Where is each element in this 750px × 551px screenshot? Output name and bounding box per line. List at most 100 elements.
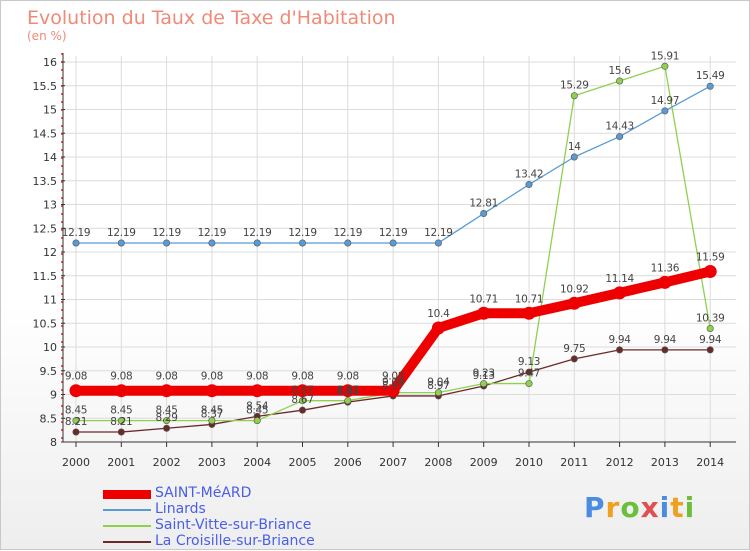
legend-label: SAINT-MéARD <box>155 485 252 501</box>
data-label: 12.19 <box>198 227 227 239</box>
axes: 8 8.5 9 9.5 10 10.5 11 11.5 12 12.5 13 13.5 14 14.5 15… <box>33 53 736 469</box>
y-tick-label: 11 <box>43 294 57 307</box>
data-label: 9.08 <box>201 371 223 383</box>
data-label: 12.19 <box>62 227 91 239</box>
data-label: 12.19 <box>288 227 317 239</box>
data-label: 8.21 <box>65 416 87 428</box>
x-tick-label: 2013 <box>651 456 679 469</box>
data-label: 11.36 <box>651 262 680 274</box>
data-label: 8.54 <box>246 400 269 412</box>
data-label: 9.08 <box>65 371 87 383</box>
data-label: 9.08 <box>156 371 178 383</box>
data-label: 9.13 <box>473 370 495 382</box>
data-label: 10.39 <box>696 312 725 324</box>
data-label: 9.08 <box>337 371 359 383</box>
data-label: 10.71 <box>515 293 544 305</box>
data-point <box>613 286 627 300</box>
logo-letter: o <box>620 491 641 524</box>
data-point <box>525 181 533 189</box>
data-point <box>208 417 216 425</box>
data-label: 9.08 <box>246 371 268 383</box>
data-point <box>389 239 397 247</box>
legend-swatch <box>103 509 151 511</box>
logo-letter: t <box>670 491 685 524</box>
data-point <box>72 428 80 436</box>
data-point <box>163 239 171 247</box>
data-point <box>160 384 174 398</box>
x-tick-label: 2001 <box>107 456 135 469</box>
data-label: 13.42 <box>515 169 544 181</box>
y-tick-label: 9 <box>50 389 57 402</box>
data-label: 15.29 <box>560 80 589 92</box>
x-tick-label: 2003 <box>198 456 226 469</box>
data-label: 8.29 <box>156 412 178 424</box>
y-tick-label: 9.5 <box>40 365 58 378</box>
data-label: 9.94 <box>654 334 677 346</box>
logo-letter: x <box>640 491 660 524</box>
data-label: 8.45 <box>156 405 178 417</box>
y-tick-label: 8 <box>50 436 57 449</box>
data-label: 9.04 <box>427 377 450 389</box>
data-label: 9.94 <box>609 334 632 346</box>
data-point <box>570 355 578 363</box>
data-point <box>431 321 445 335</box>
data-point <box>477 306 491 320</box>
x-tick-label: 2005 <box>289 456 317 469</box>
data-point <box>616 77 624 85</box>
logo-letter: i <box>684 491 696 524</box>
chart-unit: (en %) <box>27 29 67 43</box>
data-point <box>616 133 624 141</box>
series-points <box>69 62 717 436</box>
data-label: 10.92 <box>560 283 589 295</box>
data-point <box>69 384 83 398</box>
y-tick-label: 10 <box>43 341 57 354</box>
data-label: 14 <box>568 141 581 153</box>
logo-letter: P <box>584 491 606 524</box>
x-tick-label: 2002 <box>153 456 181 469</box>
legend-label: Linards <box>155 501 206 517</box>
data-point <box>298 406 306 414</box>
data-point <box>117 239 125 247</box>
x-tick-label: 2011 <box>560 456 588 469</box>
y-tick-label: 11.5 <box>33 270 58 283</box>
data-point <box>163 424 171 432</box>
data-label: 14.43 <box>605 121 634 133</box>
data-point <box>298 239 306 247</box>
x-tick-label: 2004 <box>243 456 271 469</box>
data-point <box>661 107 669 115</box>
x-tick-label: 2010 <box>515 456 543 469</box>
y-tick-label: 13 <box>43 199 57 212</box>
data-label: 12.19 <box>152 227 181 239</box>
data-label: 8.97 <box>427 380 449 392</box>
y-tick-label: 15 <box>43 104 57 117</box>
data-point <box>567 296 581 310</box>
legend-swatch <box>103 541 151 543</box>
data-label: 10.4 <box>427 308 450 320</box>
y-tick-label: 8.5 <box>40 412 58 425</box>
y-tick-label: 15.5 <box>33 80 58 93</box>
data-point <box>250 384 264 398</box>
data-point <box>208 239 216 247</box>
data-point <box>341 384 355 398</box>
y-tick-label: 14 <box>43 151 57 164</box>
data-point <box>434 239 442 247</box>
data-point <box>296 384 309 398</box>
data-label: 8.97 <box>382 380 404 392</box>
logo-letter: i <box>659 491 671 524</box>
data-point <box>72 239 80 247</box>
data-label: 9.75 <box>563 343 585 355</box>
data-label: 11.59 <box>696 251 725 263</box>
data-label: 9.47 <box>518 368 540 380</box>
data-point <box>480 210 488 218</box>
data-point <box>661 62 669 70</box>
data-point <box>386 384 400 398</box>
data-point <box>703 264 717 278</box>
data-label: 8.45 <box>201 405 223 417</box>
data-point <box>570 153 578 161</box>
data-label: 10.71 <box>469 293 498 305</box>
x-tick-label: 2008 <box>424 456 452 469</box>
data-label: 15.91 <box>651 50 680 62</box>
data-point <box>525 368 533 376</box>
x-tick-label: 2009 <box>470 456 498 469</box>
